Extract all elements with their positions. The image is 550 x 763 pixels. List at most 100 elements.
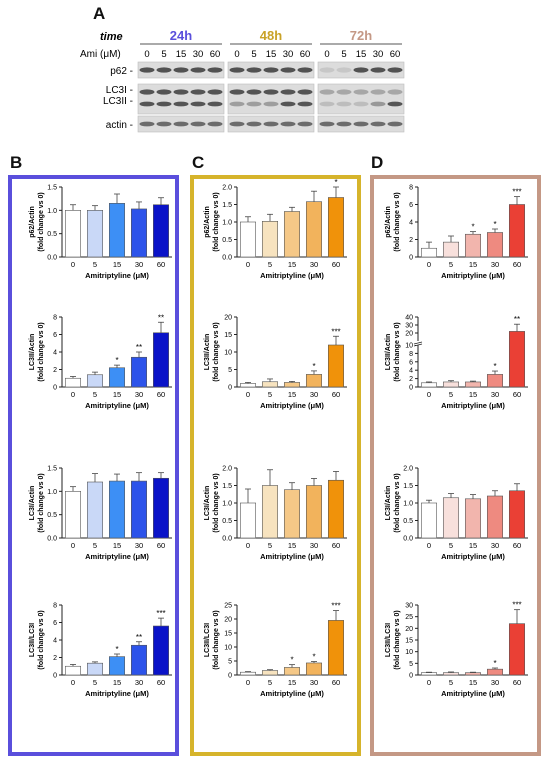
x-tick-label: 60: [332, 390, 340, 399]
y-tick-label: 0.0: [222, 255, 232, 262]
band-actin: [353, 121, 369, 127]
band-actin: [173, 121, 189, 127]
y-axis-label: LC3II/LC3I: [204, 623, 211, 657]
y-axis-label: p62/Actin: [385, 206, 392, 238]
y-axis-label-unit: (fold change vs 0): [394, 610, 401, 670]
x-tick-label: 5: [93, 390, 97, 399]
y-tick-label: 6: [53, 620, 57, 627]
x-tick-label: 15: [469, 678, 477, 687]
x-tick-label: 15: [469, 541, 477, 550]
band-p62: [139, 67, 155, 73]
y-tick-label: 0: [53, 673, 57, 680]
x-tick-label: 5: [449, 678, 453, 687]
x-tick-label: 0: [246, 678, 250, 687]
y-tick-label: 2: [53, 655, 57, 662]
x-axis-label: Amitriptyline (μM): [85, 689, 149, 698]
y-axis-label: p62/Actin: [29, 206, 36, 238]
band-actin: [319, 121, 335, 127]
y-tick-label: 0.0: [403, 536, 413, 543]
y-tick-label: 2: [53, 367, 57, 374]
band-lc3i: [173, 89, 189, 95]
band-lc3ii: [387, 101, 403, 107]
x-tick-label: 60: [332, 260, 340, 269]
y-axis-label-unit: (fold change vs 0): [38, 322, 45, 382]
y-axis-label-unit: (fold change vs 0): [38, 192, 45, 252]
bar: [131, 480, 148, 539]
y-tick-label: 25: [405, 614, 413, 621]
band-p62: [229, 67, 245, 73]
significance-mark: *: [312, 653, 315, 662]
bar: [283, 667, 300, 676]
significance-mark: *: [290, 656, 293, 665]
band-p62: [156, 67, 172, 73]
x-tick-label: 5: [268, 260, 272, 269]
bar: [65, 377, 82, 388]
y-axis-label-unit: (fold change vs 0): [213, 322, 220, 382]
band-lc3i: [297, 89, 313, 95]
x-tick-label: 15: [113, 260, 121, 269]
band-p62: [207, 67, 223, 73]
band-lc3i: [207, 89, 223, 95]
x-tick-label: 30: [310, 541, 318, 550]
bar: [420, 672, 437, 676]
bar: [283, 382, 300, 388]
blot-row-label: LC3I -: [106, 85, 133, 96]
bar: [486, 374, 503, 388]
bar: [65, 491, 82, 539]
band-p62: [336, 67, 352, 73]
x-axis-label: Amitriptyline (μM): [85, 552, 149, 561]
chart-b-4: 0 2 4 6 8 0 5 * 15 ** 30 *** 60 Amitriptyline (μM) LC3…: [29, 603, 172, 698]
significance-mark: **: [158, 313, 164, 322]
significance-mark: **: [514, 315, 520, 324]
y-tick-label: 1.0: [222, 501, 232, 508]
band-p62: [370, 67, 386, 73]
bar: [109, 367, 126, 388]
band-p62: [173, 67, 189, 73]
time-group-48h: 48h: [260, 28, 282, 43]
x-tick-label: 0: [427, 541, 431, 550]
x-axis-label: Amitriptyline (μM): [441, 552, 505, 561]
x-tick-label: 60: [157, 390, 165, 399]
bar: [109, 656, 126, 676]
bar: [240, 502, 257, 539]
bar: [464, 672, 481, 676]
bar: [261, 381, 278, 388]
bar: [261, 670, 278, 676]
bar: [508, 490, 525, 539]
blot-strip: [227, 83, 315, 115]
y-axis-label-unit: (fold change vs 0): [38, 610, 45, 670]
bar: [305, 201, 322, 258]
panel-label-c: C: [192, 153, 205, 172]
x-tick-label: 0: [246, 260, 250, 269]
dose-label: 15: [176, 49, 187, 60]
bar: [442, 497, 459, 539]
y-tick-label: 1.5: [47, 185, 57, 192]
x-tick-label: 60: [513, 678, 521, 687]
chart-d-4: 0 5 10 15 20 25 30 0 5 15 * 30 *** 60 Amitriptyline (μ…: [385, 601, 528, 698]
bar: [240, 671, 257, 676]
dose-label: 0: [324, 49, 329, 60]
x-axis-label: Amitriptyline (μM): [260, 552, 324, 561]
y-tick-label: 15: [224, 332, 232, 339]
y-tick-label: 0.5: [47, 231, 57, 238]
bar: [87, 210, 104, 258]
chart-b-2: 0 2 4 6 8 0 5 * 15 ** 30 ** 60 Amitriptyline (μM) LC3I…: [29, 313, 172, 410]
y-tick-label: 0: [228, 385, 232, 392]
band-lc3ii: [207, 101, 223, 107]
x-tick-label: 15: [113, 678, 121, 687]
band-lc3ii: [297, 101, 313, 107]
x-tick-label: 30: [491, 390, 499, 399]
bar: [261, 221, 278, 258]
band-p62: [353, 67, 369, 73]
chart-b-1: 0.0 0.5 1.0 1.5 0 5 15 30 60 Amitriptyline (μM) p6…: [29, 185, 172, 280]
band-p62: [246, 67, 262, 73]
y-tick-label: 8: [53, 603, 57, 610]
y-tick-label: 0: [409, 673, 413, 680]
band-lc3ii: [336, 101, 352, 107]
band-actin: [139, 121, 155, 127]
y-tick-label: 5: [409, 661, 413, 668]
band-p62: [297, 67, 313, 73]
x-axis-label: Amitriptyline (μM): [260, 401, 324, 410]
